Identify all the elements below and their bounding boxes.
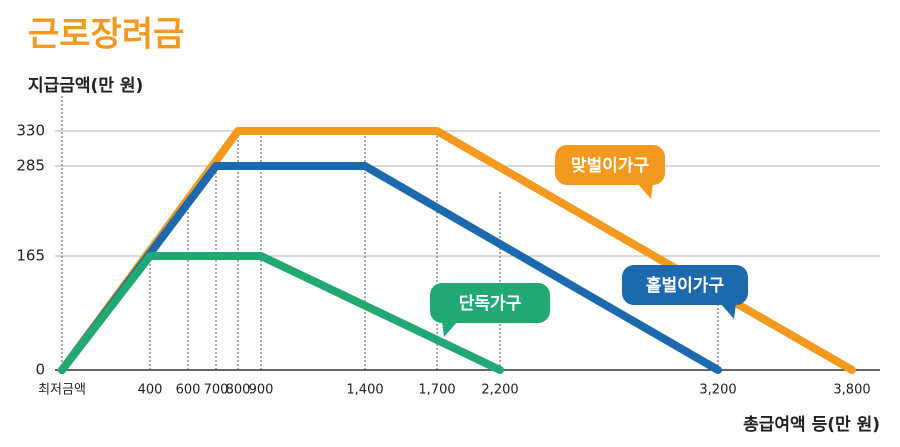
y-tick-label: 285: [16, 157, 45, 175]
x-tick-label: 2,200: [481, 383, 518, 398]
x-tick-label: 최저금액: [38, 383, 86, 398]
x-tick-label: 3,800: [833, 383, 870, 398]
x-tick-label: 900: [249, 383, 274, 398]
series-line: [58, 162, 722, 374]
chart-title: 근로장려금: [28, 15, 184, 55]
legend-item: 홑벌이가구: [622, 265, 748, 319]
x-tick-label: 3,200: [699, 383, 736, 398]
x-tick-label: 400: [138, 383, 163, 398]
y-tick-label: 330: [16, 122, 45, 140]
legend-label: 단독가구: [459, 294, 522, 314]
y-tick-label: 0: [35, 361, 45, 379]
legend-bubble: [622, 265, 748, 305]
series-line: [58, 252, 504, 374]
x-tick-label: 1,400: [346, 383, 383, 398]
legend-label: 홑벌이가구: [646, 275, 725, 296]
x-tick-label: 800: [226, 383, 251, 398]
legend-tail: [442, 321, 458, 337]
x-axis-label: 총급여액 등(만 원): [743, 415, 880, 435]
legend-label: 맞벌이가구: [571, 156, 650, 176]
legend-item: 단독가구: [430, 283, 550, 337]
legend-tail: [720, 303, 736, 319]
x-tick-label: 1,700: [418, 383, 455, 398]
legend-bubble: [430, 283, 550, 323]
y-axis-label: 지급금액(만 원): [28, 76, 143, 96]
series-line: [58, 127, 856, 374]
legend-item: 맞벌이가구: [555, 145, 665, 199]
legend-bubble: [555, 145, 665, 185]
x-tick-label: 600: [176, 383, 201, 398]
y-tick-label: 165: [16, 247, 45, 265]
x-tick-label: 700: [204, 383, 229, 398]
legend-tail: [637, 183, 653, 199]
